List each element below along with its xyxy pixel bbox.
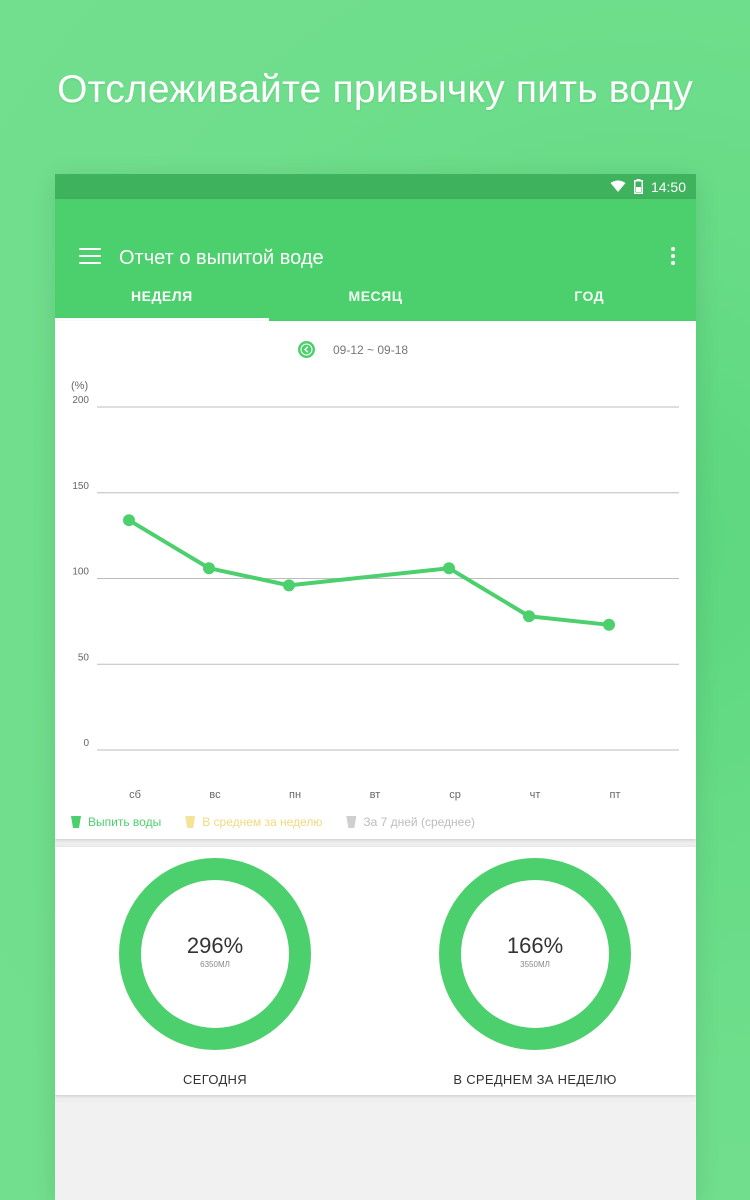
cup-icon — [71, 816, 81, 828]
y-tick-label: 100 — [72, 567, 89, 578]
week-average-percent: 166% — [506, 933, 564, 958]
data-point — [123, 514, 135, 527]
x-tick-label: сб — [129, 789, 141, 801]
legend-label: За 7 дней (среднее) — [363, 815, 475, 829]
legend-label: В среднем за неделю — [202, 815, 323, 829]
x-tick-label: вт — [370, 789, 381, 801]
period-tabs: НЕДЕЛЯ МЕСЯЦ ГОД — [55, 271, 696, 321]
tab-month[interactable]: МЕСЯЦ — [348, 288, 403, 304]
date-range-text: 09-12 ~ 09-18 — [333, 342, 409, 357]
today-summary: 296% 6350МЛ СЕГОДНЯ — [115, 857, 315, 1087]
tab-week[interactable]: НЕДЕЛЯ — [55, 271, 269, 321]
app-bar: Отчет о выпитой воде НЕДЕЛЯ МЕСЯЦ ГОД — [55, 199, 696, 321]
cup-icon — [346, 816, 357, 828]
data-point — [603, 618, 615, 631]
x-tick-label: пн — [289, 789, 301, 801]
water-intake-chart: (%) 0 50 100 150 200 сб вс пн вт ср чт пт — [71, 380, 679, 801]
phone-screen: 14:50 Отчет о выпитой воде НЕДЕЛЯ МЕСЯЦ … — [55, 174, 696, 1200]
y-tick-label: 150 — [72, 481, 89, 492]
series-line — [127, 518, 610, 627]
x-tick-label: вс — [209, 789, 221, 801]
y-tick-label: 200 — [72, 395, 89, 406]
battery-icon — [633, 179, 643, 194]
date-range-selector: 09-12 ~ 09-18 — [298, 341, 408, 358]
today-percent: 296% — [186, 933, 244, 958]
chart-unit-label: (%) — [71, 380, 88, 392]
data-point — [283, 579, 295, 592]
x-tick-label: чт — [530, 789, 541, 801]
week-average-summary: 166% 3550МЛ В СРЕДНЕМ ЗА НЕДЕЛЮ — [435, 857, 635, 1087]
y-tick-label: 50 — [78, 652, 90, 663]
legend-item-drink: Выпить воды — [71, 815, 161, 829]
legend-item-week-average: В среднем за неделю — [185, 815, 322, 829]
chart-legend: Выпить воды В среднем за неделю За 7 дне… — [71, 815, 475, 829]
status-bar: 14:50 — [55, 174, 696, 199]
today-ring: 296% 6350МЛ — [118, 857, 312, 1051]
week-average-amount: 3550МЛ — [520, 960, 550, 969]
x-tick-label: ср — [449, 789, 461, 801]
data-point — [443, 562, 455, 575]
cup-icon — [185, 816, 196, 828]
week-average-label: В СРЕДНЕМ ЗА НЕДЕЛЮ — [453, 1072, 617, 1087]
summary-card: 296% 6350МЛ СЕГОДНЯ 166% 3550МЛ В СРЕДНЕ… — [55, 847, 696, 1095]
legend-item-7day-average: За 7 дней (среднее) — [346, 815, 475, 829]
data-point — [523, 610, 535, 623]
promo-headline: Отслеживайте привычку пить воду — [57, 68, 693, 111]
legend-label: Выпить воды — [88, 815, 162, 829]
status-time: 14:50 — [650, 178, 686, 195]
app-title: Отчет о выпитой воде — [119, 247, 324, 269]
previous-week-button[interactable] — [298, 341, 315, 358]
y-tick-label: 0 — [83, 738, 89, 749]
x-tick-label: пт — [610, 789, 621, 801]
data-point — [203, 562, 215, 575]
hamburger-menu-icon[interactable] — [79, 248, 101, 264]
weekly-report-card: 09-12 ~ 09-18 (%) 0 50 100 150 200 сб вс пн вт с… — [55, 321, 696, 839]
chevron-left-icon — [300, 343, 313, 356]
wifi-icon — [610, 180, 626, 192]
more-options-icon[interactable] — [670, 247, 676, 269]
tab-year[interactable]: ГОД — [574, 288, 605, 304]
today-amount: 6350МЛ — [200, 960, 230, 969]
today-label: СЕГОДНЯ — [183, 1072, 247, 1087]
week-average-ring: 166% 3550МЛ — [438, 857, 632, 1051]
empty-area — [55, 1102, 696, 1200]
